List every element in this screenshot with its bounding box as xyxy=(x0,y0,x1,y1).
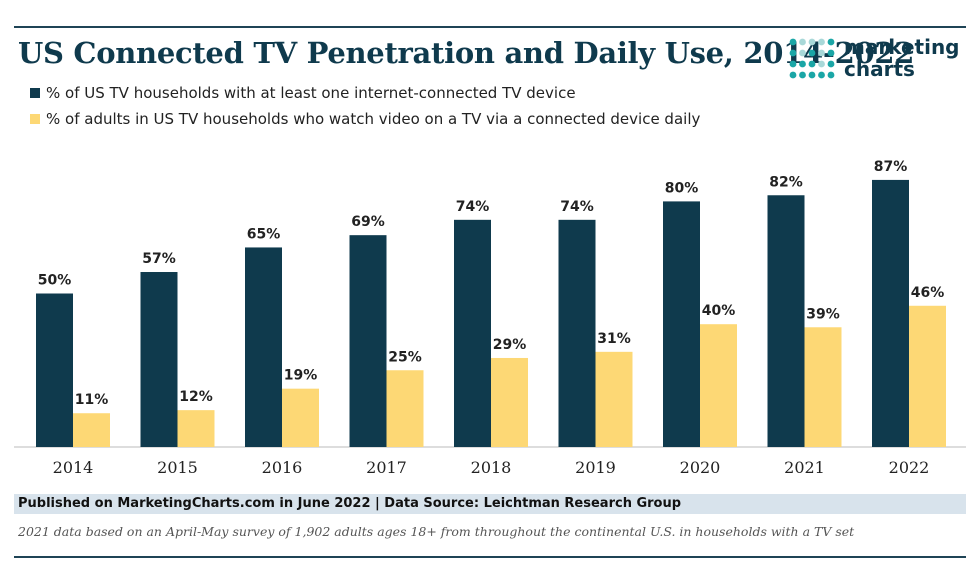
x-tick-label-2016: 2016 xyxy=(262,458,303,477)
logo-dot xyxy=(799,71,806,79)
data-label-series1-2015: 57% xyxy=(142,251,176,267)
logo-dots-icon xyxy=(789,38,835,79)
data-label-series1-2014: 50% xyxy=(38,273,72,289)
bar-series2-2014 xyxy=(73,413,110,447)
bar-series2-2019 xyxy=(595,351,633,447)
chart-legend: % of US TV households with at least one … xyxy=(30,80,700,132)
legend-label-series2: % of adults in US TV households who watc… xyxy=(46,110,701,128)
logo-dot xyxy=(799,60,806,68)
logo-line2: charts xyxy=(844,57,915,81)
bar-series2-2017 xyxy=(386,370,424,447)
data-label-series2-2017: 25% xyxy=(388,349,422,365)
logo-dot xyxy=(808,71,816,79)
x-tick-label-2018: 2018 xyxy=(471,458,512,477)
logo-dot xyxy=(789,38,797,46)
data-label-series1-2021: 82% xyxy=(769,174,803,190)
bar-series1-2022 xyxy=(872,179,909,447)
bar-series2-2015 xyxy=(177,410,215,447)
bar-series1-2016 xyxy=(245,247,282,447)
logo-dot xyxy=(827,60,835,68)
bar-series1-2020 xyxy=(663,201,700,447)
bar-series2-2018 xyxy=(491,357,528,447)
logo-dot xyxy=(827,49,835,57)
bar-series2-2022 xyxy=(909,305,946,447)
logo-dot xyxy=(827,38,835,46)
data-label-series2-2021: 39% xyxy=(806,306,840,322)
logo-dot xyxy=(789,60,797,68)
x-tick-label-2019: 2019 xyxy=(575,458,616,477)
logo-dot xyxy=(808,49,816,57)
bar-series1-2015 xyxy=(140,272,178,447)
x-tick-label-2017: 2017 xyxy=(366,458,407,477)
x-tick-label-2014: 2014 xyxy=(53,458,94,477)
logo-dot xyxy=(808,60,816,68)
data-label-series2-2014: 11% xyxy=(75,392,109,408)
data-label-series2-2015: 12% xyxy=(179,389,213,405)
legend-item-series1: % of US TV households with at least one … xyxy=(30,80,700,106)
data-label-series1-2016: 65% xyxy=(247,226,281,242)
x-tick-label-2021: 2021 xyxy=(784,458,825,477)
data-label-series2-2018: 29% xyxy=(493,337,527,353)
logo-line1: marketing xyxy=(844,35,960,59)
bar-series2-2020 xyxy=(700,324,737,447)
logo-dot xyxy=(827,71,835,79)
x-tick-label-2022: 2022 xyxy=(889,458,930,477)
data-label-series2-2016: 19% xyxy=(284,368,318,384)
bottom-rule xyxy=(14,556,966,558)
data-label-series1-2019: 74% xyxy=(560,199,594,215)
data-label-series1-2020: 80% xyxy=(665,180,699,196)
bar-series2-2021 xyxy=(804,327,842,447)
source-bar: Published on MarketingCharts.com in June… xyxy=(14,494,966,514)
bar-series1-2017 xyxy=(349,235,387,447)
logo-dot xyxy=(818,49,825,57)
data-label-series2-2022: 46% xyxy=(911,285,945,301)
legend-swatch-series1 xyxy=(30,88,40,98)
top-rule xyxy=(14,26,966,28)
bar-series1-2021 xyxy=(767,195,805,447)
data-label-series1-2022: 87% xyxy=(874,159,908,175)
logo-dot xyxy=(818,60,825,68)
logo-dot xyxy=(789,71,797,79)
data-label-series1-2017: 69% xyxy=(351,214,385,230)
marketingcharts-logo: marketing charts xyxy=(788,36,968,84)
bar-chart-svg: 50% 11% 2014 57% 12% 2015 65% 19% 2016 69% 25% 2017… xyxy=(14,159,966,477)
legend-label-series1: % of US TV households with at least one … xyxy=(46,84,576,102)
legend-item-series2: % of adults in US TV households who watc… xyxy=(30,106,700,132)
x-tick-label-2020: 2020 xyxy=(680,458,721,477)
legend-swatch-series2 xyxy=(30,114,40,124)
logo-dot xyxy=(799,38,806,46)
logo-dot xyxy=(799,49,806,57)
bar-series1-2018 xyxy=(454,219,491,447)
logo-dot xyxy=(789,49,797,57)
methodology-note: 2021 data based on an April-May survey o… xyxy=(18,524,855,539)
logo-dot xyxy=(808,38,816,46)
data-label-series1-2018: 74% xyxy=(456,199,490,215)
logo-text: marketing charts xyxy=(844,36,960,80)
chart-title: US Connected TV Penetration and Daily Us… xyxy=(18,36,915,70)
bar-series1-2014 xyxy=(36,293,73,447)
bar-chart: 50% 11% 2014 57% 12% 2015 65% 19% 2016 69% 25% 2017… xyxy=(0,130,980,485)
logo-dot xyxy=(818,71,825,79)
data-label-series2-2020: 40% xyxy=(702,303,736,319)
logo-dot xyxy=(818,38,825,46)
x-tick-label-2015: 2015 xyxy=(157,458,198,477)
bar-series1-2019 xyxy=(558,219,596,447)
data-label-series2-2019: 31% xyxy=(597,331,631,347)
bar-series2-2016 xyxy=(282,388,319,447)
